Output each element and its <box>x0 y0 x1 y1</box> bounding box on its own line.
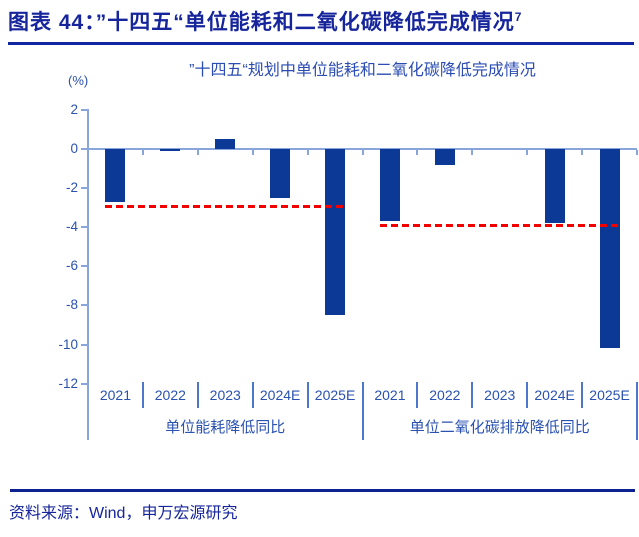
zero-baseline <box>88 148 637 150</box>
year-label: 2024E <box>259 387 301 403</box>
year-separator <box>581 382 584 408</box>
year-separator <box>526 382 529 408</box>
category-tick <box>416 150 419 155</box>
year-label: 2025E <box>314 387 356 403</box>
category-tick <box>526 150 529 155</box>
year-separator <box>306 382 309 408</box>
year-label: 2025E <box>589 387 630 403</box>
year-label: 2021 <box>99 387 132 403</box>
y-axis-tick <box>81 187 87 190</box>
year-label: 2023 <box>209 387 241 403</box>
y-axis-tick-label: -10 <box>58 336 78 352</box>
year-label: 2024E <box>534 387 575 403</box>
figure-header-title: 图表 44：”十四五“单位能耗和二氧化碳降低完成情况7 <box>8 6 636 36</box>
y-axis-unit-label: (%) <box>68 73 89 88</box>
category-tick <box>141 150 144 155</box>
chart-title: ”十四五“规划中单位能耗和二氧化碳降低完成情况 <box>189 62 536 79</box>
y-axis-tick-label: -4 <box>65 219 78 235</box>
group-separator <box>636 382 638 440</box>
year-separator <box>196 382 199 408</box>
bar <box>434 149 455 165</box>
bar <box>379 149 400 222</box>
year-separator <box>251 382 254 408</box>
year-separator <box>416 382 419 408</box>
group-separator <box>361 382 364 440</box>
year-separator <box>141 382 144 408</box>
y-axis-tick <box>81 108 87 111</box>
footnote-marker: 7 <box>514 10 523 24</box>
category-tick <box>306 150 309 155</box>
category-tick <box>636 150 638 155</box>
y-axis-tick <box>81 382 87 385</box>
year-label: 2022 <box>429 387 461 403</box>
bar <box>599 149 620 349</box>
year-separator <box>471 382 474 408</box>
bar <box>215 139 236 149</box>
y-axis-tick <box>81 148 87 150</box>
y-axis-tick-label: -6 <box>65 258 78 274</box>
bar <box>544 149 565 224</box>
year-label: 2021 <box>374 387 406 403</box>
category-tick <box>196 150 199 155</box>
category-tick <box>581 150 584 155</box>
bar <box>270 149 291 198</box>
bar <box>325 149 346 316</box>
year-label: 2023 <box>484 387 516 403</box>
y-axis-tick-label: -2 <box>65 180 78 196</box>
y-axis-tick <box>81 304 87 307</box>
category-tick <box>471 150 474 155</box>
group-label: 单位能耗降低同比 <box>165 419 286 436</box>
footer-divider-rule <box>10 489 635 492</box>
group-label: 单位二氧化碳排放降低同比 <box>409 419 590 436</box>
category-tick <box>361 150 364 155</box>
header-divider-rule <box>8 42 634 45</box>
y-axis-tick-label: 2 <box>70 101 78 117</box>
figure-title-text: 图表 44：”十四五“单位能耗和二氧化碳降低完成情况 <box>8 11 515 34</box>
target-dashed-line <box>379 224 620 228</box>
y-axis-tick <box>81 343 87 346</box>
y-axis-line <box>87 108 89 440</box>
y-axis-tick <box>81 265 87 268</box>
y-axis-tick-label: 0 <box>70 141 78 156</box>
y-axis-tick-label: -8 <box>65 297 78 313</box>
y-axis-tick <box>81 226 87 229</box>
bar <box>160 149 181 151</box>
y-axis-tick-label: -12 <box>58 375 78 391</box>
bar <box>105 149 126 202</box>
category-tick <box>251 150 254 155</box>
target-dashed-line <box>105 204 346 208</box>
year-label: 2022 <box>154 387 186 403</box>
data-source-text: 资料来源：Wind，申万宏源研究 <box>9 505 238 522</box>
